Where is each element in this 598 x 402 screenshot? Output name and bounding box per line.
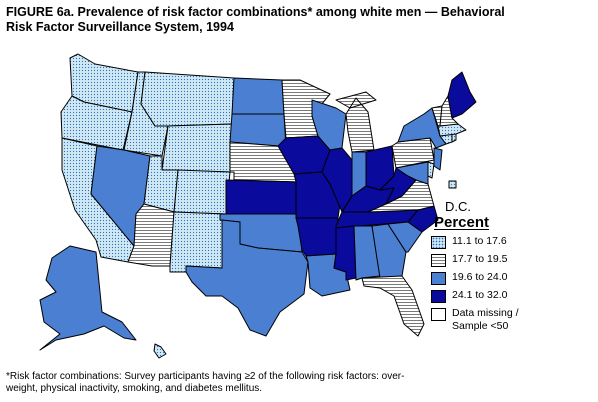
state-NC (407, 205, 439, 233)
legend-swatch-light (431, 236, 446, 249)
legend-item: 19.6 to 24.0 (428, 271, 598, 289)
state-NH (439, 95, 459, 127)
figure-title-line-2: Risk Factor Surveillance System, 1994 (6, 20, 234, 34)
dc-label: D.C. (445, 199, 471, 214)
map-legend: Percent 11.1 to 17.6 17.7 to 19.5 19.6 t… (428, 214, 598, 339)
footnote: *Risk factor combinations: Survey partic… (6, 371, 596, 395)
legend-swatch-horizontal-lines (431, 254, 446, 267)
state-KS (225, 179, 299, 215)
legend-label: Data missing / Sample <50 (452, 307, 519, 333)
state-ND (231, 77, 285, 115)
legend-item: 24.1 to 32.0 (428, 289, 598, 307)
dc-marker (448, 180, 457, 189)
figure-title-line-1: FIGURE 6a. Prevalence of risk factor com… (6, 5, 505, 19)
legend-label: 24.1 to 32.0 (452, 289, 508, 301)
legend-label: 19.6 to 24.0 (452, 271, 508, 283)
legend-swatch-white (431, 308, 446, 321)
state-ME (447, 71, 477, 119)
state-WY (161, 123, 233, 173)
legend-label-line-2: Sample <50 (452, 320, 509, 332)
state-DE (427, 161, 435, 179)
footnote-line-1: *Risk factor combinations: Survey partic… (6, 371, 405, 382)
state-GA (371, 223, 407, 279)
state-MD (395, 161, 429, 185)
state-FL (361, 275, 425, 337)
state-HI (153, 343, 167, 359)
state-NJ (433, 147, 443, 171)
legend-item: 11.1 to 17.6 (428, 235, 598, 253)
state-AR (295, 217, 339, 257)
legend-swatch-medium-blue (431, 272, 446, 285)
footnote-line-2: weight, physical inactivity, smoking, an… (6, 383, 263, 394)
state-AL (353, 225, 381, 281)
state-TX (185, 219, 309, 337)
us-choropleth-map (39, 53, 477, 359)
state-CO (173, 169, 231, 215)
state-RI (451, 133, 457, 143)
legend-item: 17.7 to 19.5 (428, 253, 598, 271)
figure-title: FIGURE 6a. Prevalence of risk factor com… (6, 5, 592, 35)
legend-label-line-1: Data missing / (452, 307, 519, 319)
legend-label: 11.1 to 17.6 (452, 235, 507, 247)
legend-title: Percent (434, 214, 490, 231)
state-SC (387, 221, 423, 253)
legend-swatch-dark-blue (431, 290, 446, 303)
state-NM (169, 211, 227, 273)
legend-item: Data missing / Sample <50 (428, 307, 598, 339)
legend-label: 17.7 to 19.5 (452, 253, 508, 265)
state-MT (140, 71, 235, 127)
state-AK (39, 245, 137, 351)
state-PA (391, 137, 435, 169)
